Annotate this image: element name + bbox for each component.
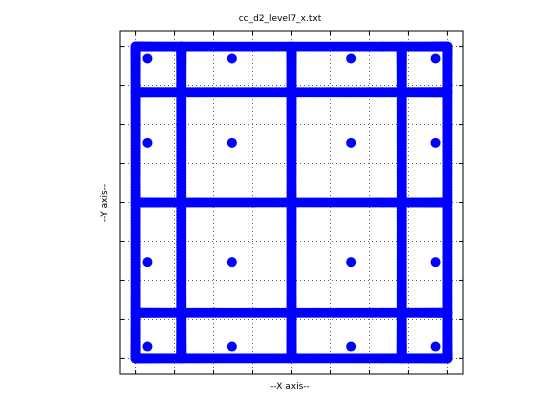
data-point-1602 [286, 197, 297, 208]
data-point-1596 [142, 137, 153, 148]
data-point-1610 [430, 53, 441, 64]
data-point-1600 [226, 137, 237, 148]
data-point-1609 [430, 137, 441, 148]
data-point-1595 [142, 257, 153, 268]
axis-ticks [120, 31, 463, 374]
data-point-1603 [346, 341, 357, 352]
data-points [130, 41, 453, 364]
data-point-1594 [142, 341, 153, 352]
data-point-1606 [346, 53, 357, 64]
data-point-1605 [346, 137, 357, 148]
data-point-1601 [226, 53, 237, 64]
data-point-1599 [226, 257, 237, 268]
data-point-1593 [442, 41, 453, 52]
chart-title: cc_d2_level7_x.txt [239, 14, 322, 24]
data-point-1597 [142, 53, 153, 64]
y-axis-label: --Y axis-- [100, 184, 110, 222]
data-point-1607 [430, 341, 441, 352]
data-point-1598 [226, 341, 237, 352]
plot-frame [119, 30, 464, 375]
data-point-1608 [430, 257, 441, 268]
x-axis-label: --X axis-- [270, 382, 310, 392]
data-point-1604 [346, 257, 357, 268]
